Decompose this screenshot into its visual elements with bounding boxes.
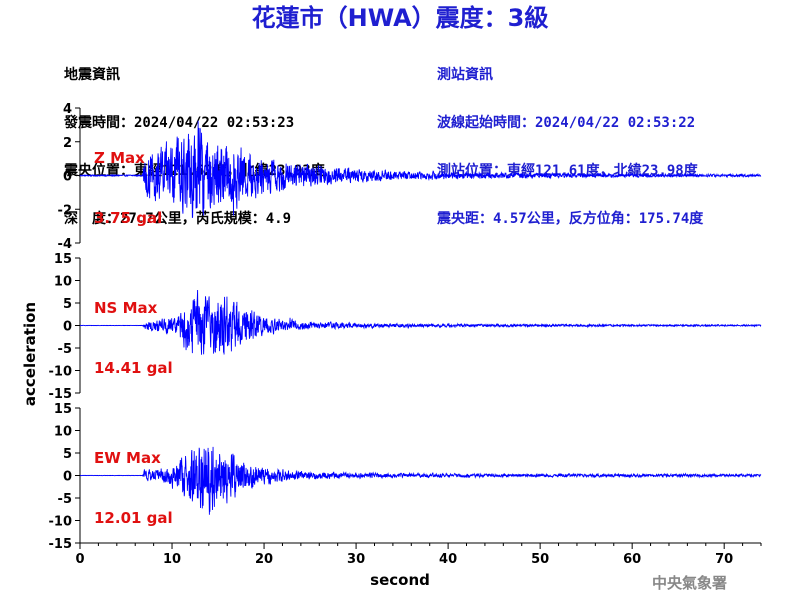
x-tick-label: 40 [439,552,457,567]
x-tick-label: 20 [255,552,273,567]
ew-y-tick-label: -10 [49,515,73,530]
z-waveform [79,120,762,218]
ew-waveform [79,446,762,515]
y-axis-label: acceleration [21,301,39,407]
ew-y-tick-label: 15 [54,402,72,417]
event-info-heading: 地震資訊 [64,67,120,83]
z-max-value: 3.75 gal [94,209,163,227]
origin-time: 發震時間：2024/04/22 02:53:23 [64,115,295,131]
ns-waveform [79,289,762,355]
ns-y-tick-label: -10 [49,365,73,380]
z-y-tick-label: 4 [63,102,72,117]
x-tick-label: 0 [75,552,84,567]
z-y-tick-label: -2 [58,203,72,218]
ew-max-title: EW Max [94,449,161,467]
ns-y-tick-label: 5 [63,297,72,312]
z-y-tick-label: 2 [63,136,72,151]
x-axis-label: second [370,571,430,589]
ew-y-tick-label: 0 [63,470,72,485]
ew-y-tick-label: -5 [58,492,72,507]
depth-magnitude: 深 度：27.7公里，芮氏規模：4.9 [64,211,292,227]
distance-azimuth: 震央距：4.57公里，反方位角：175.74度 [437,211,704,227]
ns-y-tick-label: 10 [54,275,72,290]
page-title: 花蓮市（HWA）震度：3級 [251,4,549,32]
x-tick-label: 70 [715,552,733,567]
ns-max-label: NS Max 14.41 gal [94,258,173,398]
ns-y-tick-label: -5 [58,342,72,357]
ew-y-tick-label: -15 [49,537,73,552]
watermark-text: 中央氣象署 [652,574,728,592]
z-max-title: Z Max [94,149,145,167]
ew-y-tick-label: 10 [54,425,72,440]
ns-max-title: NS Max [94,299,158,317]
ew-y-tick-label: 5 [63,447,72,462]
x-tick-label: 50 [531,552,549,567]
x-tick-label: 30 [347,552,365,567]
z-y-tick-label: 0 [63,170,72,185]
wave-start-time: 波線起始時間：2024/04/22 02:53:22 [437,115,696,131]
ns-max-value: 14.41 gal [94,359,173,377]
z-y-tick-label: -4 [58,237,72,252]
ns-y-tick-label: 0 [63,320,72,335]
station-info-heading: 測站資訊 [437,67,493,83]
x-tick-label: 60 [623,552,641,567]
ns-y-tick-label: 15 [54,252,72,267]
ew-max-label: EW Max 12.01 gal [94,408,173,548]
z-max-label: Z Max 3.75 gal [94,108,162,248]
station-info-block: 測站資訊 波線起始時間：2024/04/22 02:53:22 測站位置：東經1… [437,35,703,243]
x-tick-label: 10 [163,552,181,567]
ew-max-value: 12.01 gal [94,509,173,527]
ns-y-tick-label: -15 [49,387,73,402]
